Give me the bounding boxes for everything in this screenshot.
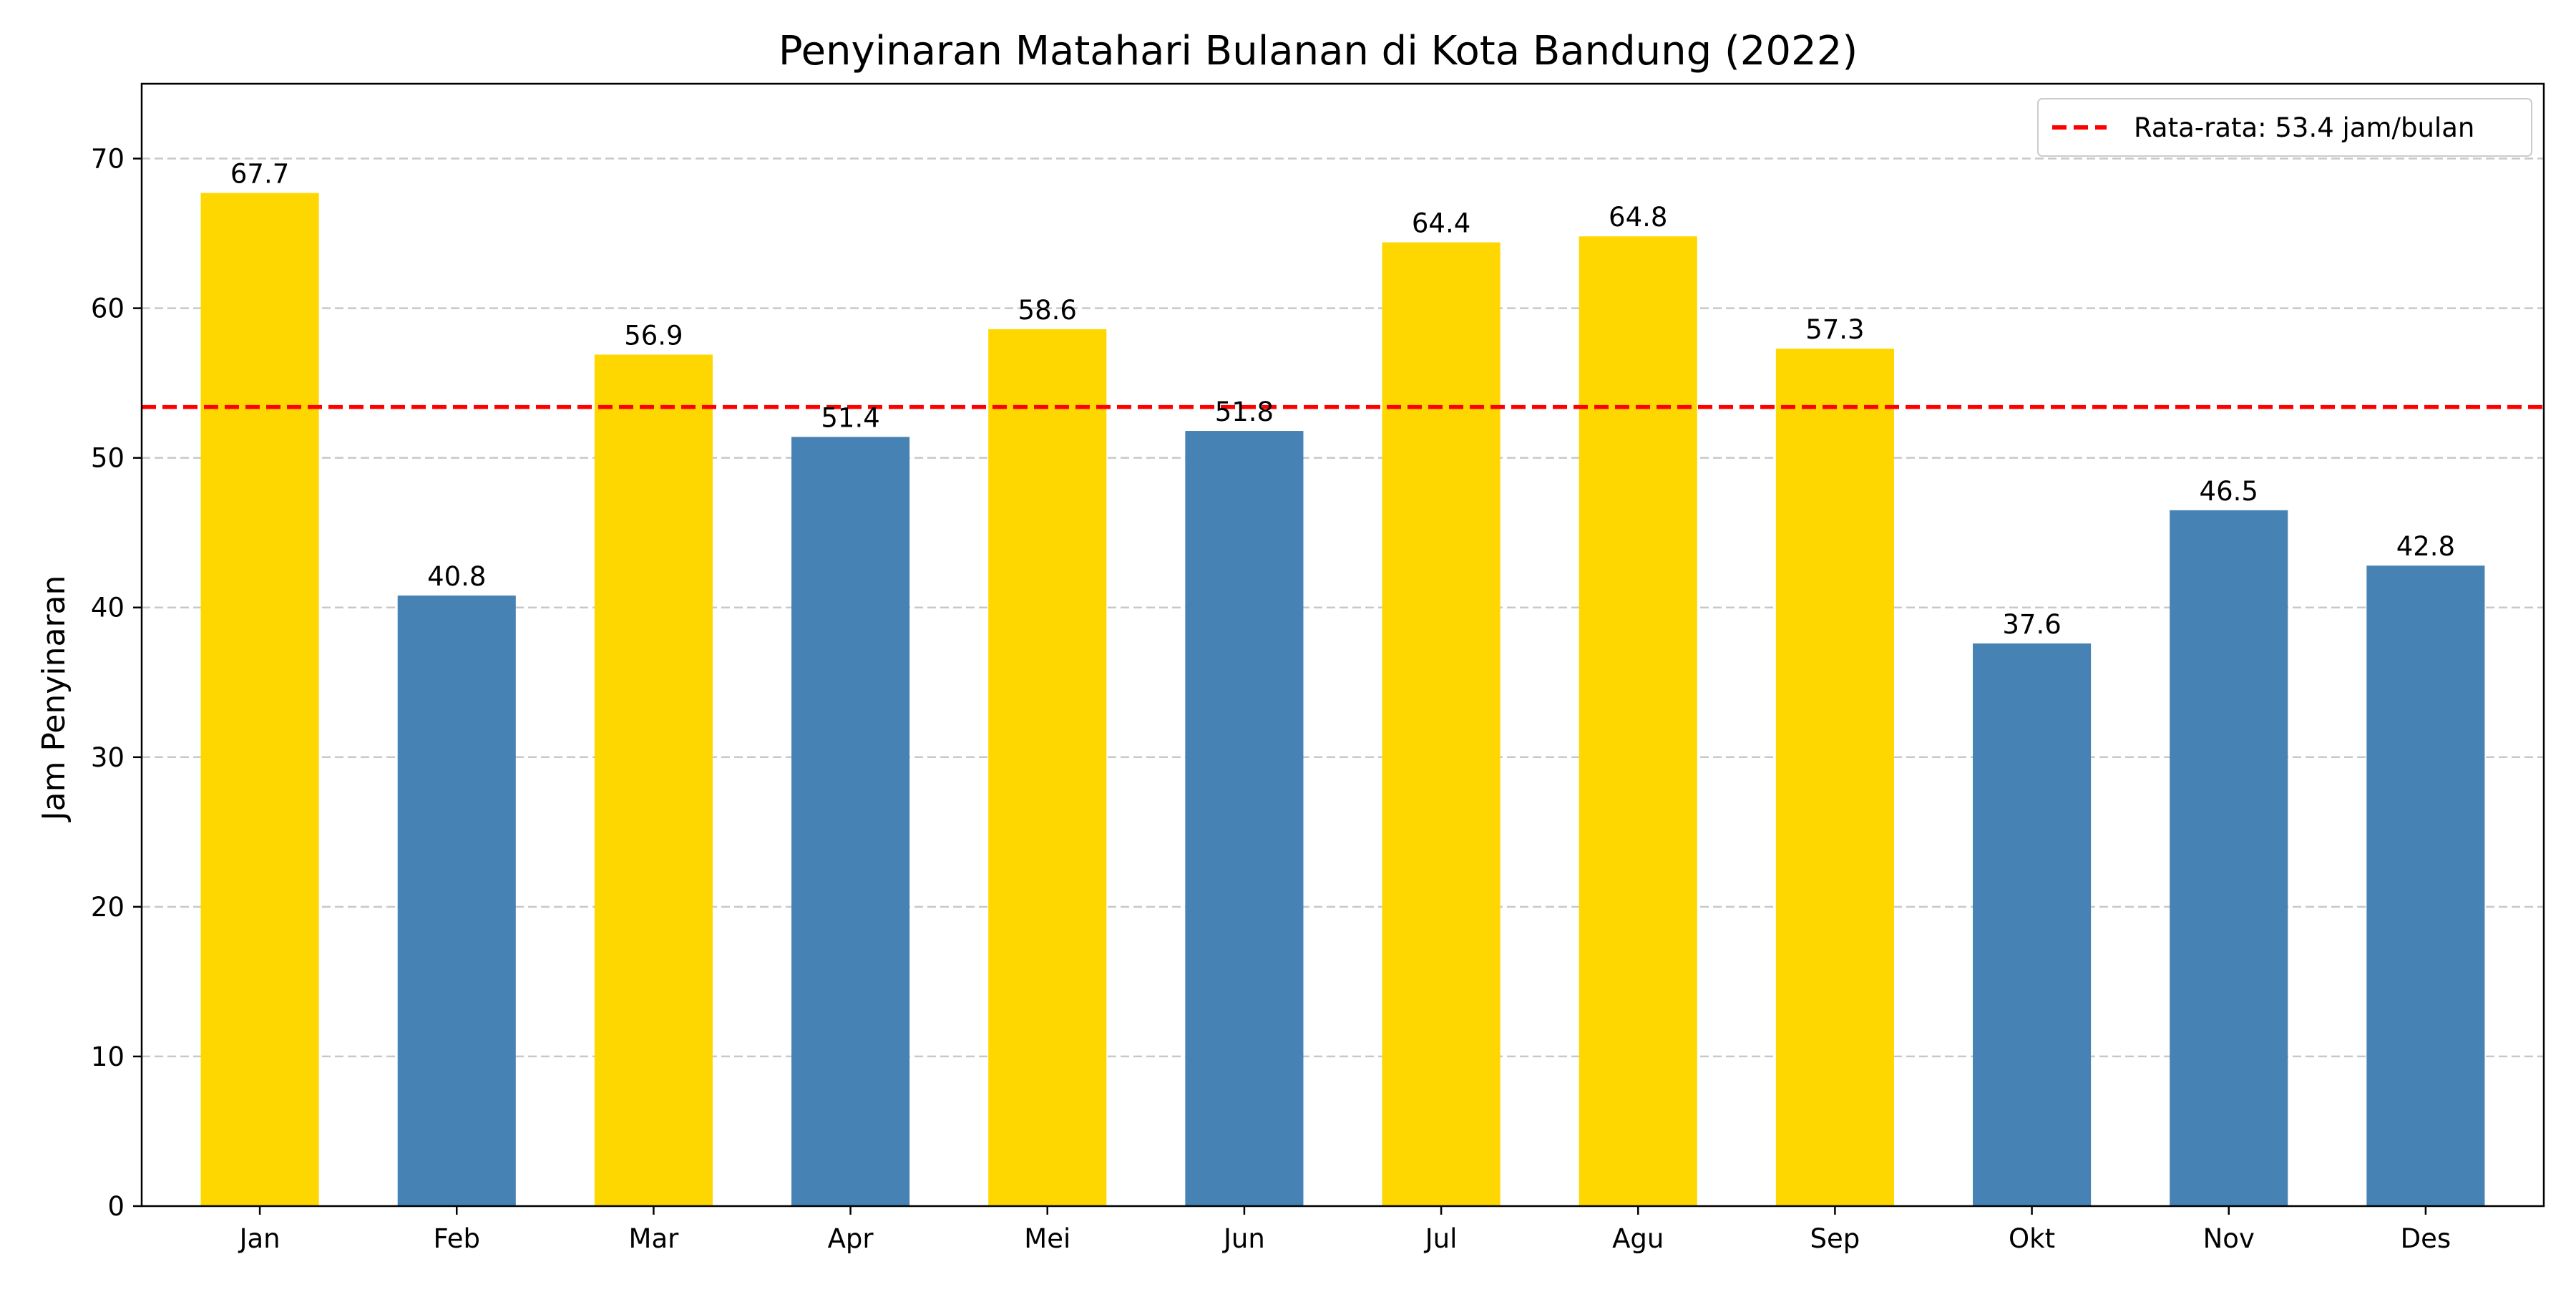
legend-average-label: Rata-rata: 53.4 jam/bulan — [2134, 112, 2474, 143]
x-tick-label: Feb — [434, 1223, 481, 1254]
y-tick-label: 20 — [91, 892, 125, 923]
y-tick-label: 10 — [91, 1041, 125, 1072]
x-tick-label: Jul — [1424, 1223, 1458, 1254]
x-tick-label: Agu — [1612, 1223, 1664, 1254]
legend-box — [2037, 98, 2532, 157]
value-label: 56.9 — [624, 320, 683, 351]
x-tick-label: Okt — [2009, 1223, 2055, 1254]
y-axis-label: Jam Penyinaran — [36, 575, 72, 823]
value-label: 64.8 — [1609, 202, 1667, 233]
x-tick-label: Jun — [1222, 1223, 1265, 1254]
plot-frame — [140, 82, 2545, 1208]
value-label: 67.7 — [230, 159, 289, 190]
y-tick-label: 60 — [91, 293, 125, 324]
chart-title: Penyinaran Matahari Bulanan di Kota Band… — [779, 28, 1858, 74]
x-tick-label: Mei — [1024, 1223, 1070, 1254]
bar-nov — [2170, 510, 2288, 1206]
x-tick-label: Apr — [828, 1223, 874, 1254]
value-label: 64.4 — [1412, 208, 1470, 239]
bar-feb — [397, 596, 516, 1206]
y-tick-label: 50 — [91, 443, 125, 474]
bar-jul — [1382, 242, 1501, 1207]
x-tick-label: Des — [2401, 1223, 2451, 1254]
value-label: 42.8 — [2396, 531, 2455, 562]
bar-jan — [200, 193, 319, 1206]
gridlines — [142, 157, 2544, 1058]
value-label: 57.3 — [1805, 314, 1864, 345]
bars — [200, 193, 2485, 1207]
x-tick-label: Jan — [238, 1223, 280, 1254]
y-tick-label: 0 — [107, 1191, 125, 1222]
bar-jun — [1185, 431, 1304, 1206]
bar-agu — [1579, 236, 1697, 1206]
value-label: 40.8 — [427, 561, 486, 592]
x-tick-label: Mar — [629, 1223, 680, 1254]
bar-apr — [791, 437, 910, 1206]
bar-mei — [988, 329, 1107, 1206]
value-labels: 67.7 40.8 56.9 51.4 58.6 51.8 64.4 64.8 57.3 37.6… — [230, 159, 2455, 640]
y-tick-label: 70 — [91, 144, 125, 175]
y-tick-label: 30 — [91, 742, 125, 773]
value-label: 37.6 — [2002, 609, 2061, 640]
value-label: 51.8 — [1215, 397, 1274, 427]
y-tick-label: 40 — [91, 593, 125, 623]
tick-labels: 0 10 20 30 40 50 60 70 Jan Feb Mar Apr Mei Jun Jul Agu S… — [91, 144, 2451, 1254]
value-label: 58.6 — [1018, 295, 1077, 326]
bar-mar — [594, 354, 713, 1207]
x-tick-label: Sep — [1810, 1223, 1860, 1254]
value-label: 46.5 — [2200, 476, 2258, 507]
axes — [140, 82, 2545, 1208]
x-tick-label: Nov — [2203, 1223, 2255, 1254]
bar-des — [2366, 565, 2485, 1206]
bar-sep — [1775, 349, 1894, 1207]
value-label: 51.4 — [821, 402, 879, 433]
bar-okt — [1973, 643, 2092, 1206]
legend: Rata-rata: 53.4 jam/bulan — [2037, 98, 2532, 157]
